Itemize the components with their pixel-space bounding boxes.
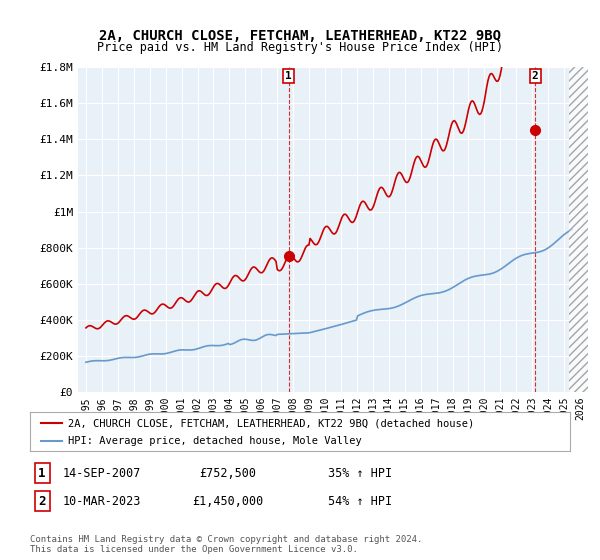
Bar <box>569 67 588 392</box>
Text: 35% ↑ HPI: 35% ↑ HPI <box>328 466 392 480</box>
Text: 10-MAR-2023: 10-MAR-2023 <box>63 494 141 508</box>
Text: 2A, CHURCH CLOSE, FETCHAM, LEATHERHEAD, KT22 9BQ (detached house): 2A, CHURCH CLOSE, FETCHAM, LEATHERHEAD, … <box>68 418 474 428</box>
Text: £752,500: £752,500 <box>199 466 257 480</box>
Text: Contains HM Land Registry data © Crown copyright and database right 2024.
This d: Contains HM Land Registry data © Crown c… <box>30 535 422 554</box>
Text: 14-SEP-2007: 14-SEP-2007 <box>63 466 141 480</box>
Text: 2A, CHURCH CLOSE, FETCHAM, LEATHERHEAD, KT22 9BQ: 2A, CHURCH CLOSE, FETCHAM, LEATHERHEAD, … <box>99 29 501 44</box>
Text: £1,450,000: £1,450,000 <box>193 494 263 508</box>
Text: 2: 2 <box>38 494 46 508</box>
Text: 2: 2 <box>532 71 539 81</box>
Text: 1: 1 <box>38 466 46 480</box>
Text: HPI: Average price, detached house, Mole Valley: HPI: Average price, detached house, Mole… <box>68 436 362 446</box>
Text: 54% ↑ HPI: 54% ↑ HPI <box>328 494 392 508</box>
Text: 1: 1 <box>285 71 292 81</box>
Text: Price paid vs. HM Land Registry's House Price Index (HPI): Price paid vs. HM Land Registry's House … <box>97 41 503 54</box>
